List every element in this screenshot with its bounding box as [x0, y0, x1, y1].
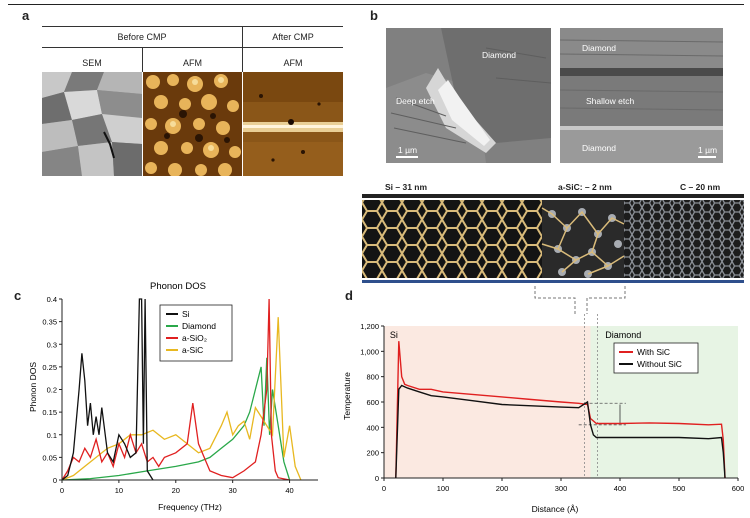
x-tick-label: 20 — [172, 486, 180, 495]
y-tick-label: 0.2 — [47, 386, 57, 395]
col-sem: SEM — [82, 58, 102, 68]
x-tick-label: 500 — [673, 484, 686, 493]
series-line-without-sic — [395, 384, 726, 479]
shallow-etch-scale: 1 µm — [698, 145, 718, 155]
chart-c-ylabel: Phonon DOS — [28, 362, 38, 412]
shallow-diamond-top-label: Diamond — [582, 43, 617, 53]
x-tick-label: 40 — [285, 486, 293, 495]
y-tick-label: 1,200 — [360, 322, 379, 331]
deep-etch-scale: 1 µm — [398, 145, 418, 155]
shallow-etch-label: Shallow etch — [586, 96, 635, 106]
panel-d-letter: d — [345, 288, 353, 303]
legend-box — [613, 342, 699, 374]
sem-image — [42, 72, 142, 176]
deep-etch-label: Deep etch — [396, 96, 435, 106]
chart-c-xlabel: Frequency (THz) — [158, 502, 222, 512]
chart-c-title: Phonon DOS — [150, 281, 206, 292]
series-line-diamond — [61, 357, 291, 481]
legend-label: Si — [182, 309, 190, 319]
x-tick-label: 30 — [228, 486, 236, 495]
region-si-label: Si — [390, 330, 398, 340]
panel-c-letter: c — [14, 288, 22, 303]
shallow-diamond-bottom-label: Diamond — [582, 143, 617, 153]
series-line-si — [61, 298, 154, 481]
y-tick-label: 400 — [366, 423, 379, 432]
struct-c-label: C – 20 nm — [680, 182, 721, 192]
top-rule — [8, 4, 744, 5]
panel-a-letter: a — [22, 8, 30, 23]
x-tick-label: 0 — [60, 486, 64, 495]
sem-deep-etch-image: Diamond Deep etch 1 µm — [386, 28, 551, 163]
x-tick-label: 400 — [614, 484, 627, 493]
phonon-dos-chart: Phonon DOS Phonon DOS Frequency (THz) 00… — [28, 281, 318, 512]
legend-label: Without SiC — [637, 359, 682, 369]
chart-d-ylabel: Temperature — [342, 372, 352, 420]
scale-bar — [396, 156, 418, 158]
series-line-a-sic — [61, 317, 302, 481]
y-tick-label: 600 — [366, 398, 379, 407]
x-tick-label: 300 — [555, 484, 568, 493]
legend-label: a-SiC — [182, 345, 203, 355]
y-tick-label: 0.05 — [42, 453, 57, 462]
y-tick-label: 0 — [375, 474, 379, 483]
col-afm-after: AFM — [283, 58, 303, 68]
y-tick-label: 0.1 — [47, 431, 57, 440]
x-tick-label: 200 — [496, 484, 509, 493]
y-tick-label: 0.4 — [47, 295, 57, 304]
deep-etch-diamond-label: Diamond — [482, 50, 517, 60]
x-tick-label: 10 — [115, 486, 123, 495]
y-tick-label: 200 — [366, 449, 379, 458]
afm-before-image — [143, 72, 242, 176]
x-tick-label: 100 — [437, 484, 450, 493]
zoom-bracket — [534, 286, 626, 314]
x-tick-label: 600 — [732, 484, 745, 493]
legend-label: With SiC — [637, 347, 670, 357]
col-afm-before: AFM — [183, 58, 202, 68]
y-tick-label: 0.15 — [42, 408, 57, 417]
panel-a-table: Before CMP After CMP SEM AFM AFM — [42, 26, 343, 176]
md-structure-image — [362, 194, 744, 283]
y-tick-label: 1,000 — [360, 347, 379, 356]
temperature-profile-chart: Si Diamond Temperature Distance (Å) 0 200… — [342, 314, 745, 514]
struct-asic-label: a-SiC: – 2 nm — [558, 182, 612, 192]
series-line-a-sio2 — [61, 298, 290, 481]
panel-b-letter: b — [370, 8, 378, 23]
chart-d-xlabel: Distance (Å) — [532, 504, 579, 514]
scale-bar — [698, 156, 716, 158]
region-diamond-label: Diamond — [605, 330, 641, 340]
y-tick-label: 0.35 — [42, 318, 57, 327]
sem-shallow-etch-image: Diamond Shallow etch Diamond 1 µm — [560, 28, 723, 163]
y-tick-label: 800 — [366, 373, 379, 382]
legend-label: a-SiO₂ — [182, 333, 207, 343]
y-tick-label: 0.25 — [42, 363, 57, 372]
series-line-with-sic — [395, 341, 726, 479]
header-after-cmp: After CMP — [272, 32, 314, 42]
afm-after-image — [243, 72, 343, 176]
y-tick-label: 0.3 — [47, 340, 57, 349]
x-tick-label: 0 — [382, 484, 386, 493]
legend-label: Diamond — [182, 321, 216, 331]
y-tick-label: 0 — [53, 476, 57, 485]
struct-si-label: Si – 31 nm — [385, 182, 428, 192]
header-before-cmp: Before CMP — [117, 32, 167, 42]
